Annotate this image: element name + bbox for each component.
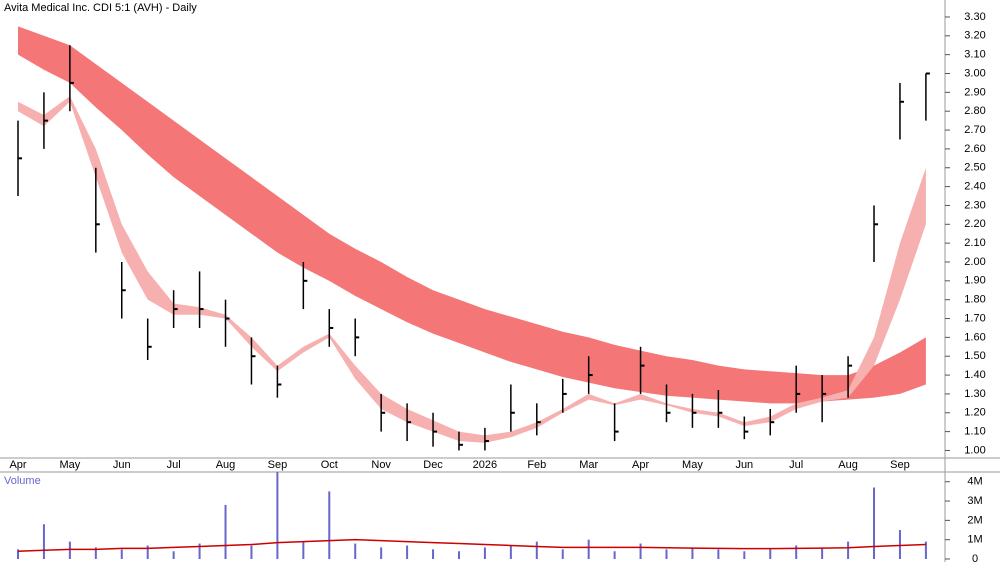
y-tick-label: 3.20 <box>964 30 985 42</box>
x-tick-label: 2026 <box>473 459 497 471</box>
volume-bar <box>587 539 590 559</box>
volume-bar <box>665 549 668 559</box>
volume-bar <box>328 491 331 559</box>
volume-title: Volume <box>4 475 41 487</box>
x-tick-label: May <box>682 459 703 471</box>
y-tick-label: 2.00 <box>964 256 985 268</box>
volume-bar <box>198 543 201 559</box>
x-tick-label: Apr <box>632 459 649 471</box>
volume-average <box>17 538 926 553</box>
y-tick-label: 1.60 <box>964 331 985 343</box>
y-tick-label: 1.40 <box>964 369 985 381</box>
x-tick-label: Jul <box>789 459 803 471</box>
y-tick-label: 1.30 <box>964 388 985 400</box>
x-tick-label: Dec <box>423 459 443 471</box>
x-tick-label: Jun <box>735 459 753 471</box>
volume-bar <box>432 549 435 559</box>
y-tick-label: 2.70 <box>964 124 985 136</box>
volume-bar <box>743 551 746 559</box>
band <box>18 26 926 404</box>
y-tick-label: 2M <box>967 514 982 526</box>
volume-bar <box>483 547 486 559</box>
x-tick-label: Nov <box>371 459 391 471</box>
x-tick-label: Feb <box>527 459 546 471</box>
y-tick-label: 1.10 <box>964 426 985 438</box>
volume-bar <box>406 545 409 559</box>
x-tick-label: Jun <box>113 459 131 471</box>
volume-bar <box>146 545 149 559</box>
volume-bar <box>717 549 720 559</box>
volume-bar <box>354 543 357 559</box>
volume-bar <box>94 547 97 559</box>
volume-bar <box>561 549 564 559</box>
y-tick-label: 1.90 <box>964 275 985 287</box>
x-tick-label: Jul <box>167 459 181 471</box>
volume-bar <box>457 551 460 559</box>
x-tick-label: Sep <box>268 459 288 471</box>
volume-bar <box>172 551 175 559</box>
y-tick-label: 4M <box>967 476 982 488</box>
volume-bar <box>639 543 642 559</box>
x-tick-label: Sep <box>890 459 910 471</box>
y-tick-label: 1.70 <box>964 312 985 324</box>
y-tick-label: 1M <box>967 534 982 546</box>
volume-bar <box>769 549 772 559</box>
volume-bar <box>795 545 798 559</box>
y-tick-label: 2.20 <box>964 218 985 230</box>
volume-bar <box>276 472 279 559</box>
x-tick-label: Mar <box>579 459 598 471</box>
plot-area <box>17 26 930 559</box>
volume-bar <box>120 549 123 559</box>
x-tick-label: Aug <box>216 459 236 471</box>
volume-bar <box>924 541 927 559</box>
x-tick-label: Apr <box>9 459 26 471</box>
y-tick-label: 2.30 <box>964 199 985 211</box>
y-tick-label: 3.10 <box>964 49 985 61</box>
y-tick-label: 2.90 <box>964 86 985 98</box>
y-tick-label: 3.00 <box>964 67 985 79</box>
volume-bar <box>250 545 253 559</box>
chart-title: Avita Medical Inc. CDI 5:1 (AVH) - Daily <box>4 2 197 14</box>
volume-bar <box>535 541 538 559</box>
volume-bar <box>898 530 901 559</box>
y-tick-label: 1.20 <box>964 407 985 419</box>
y-tick-label: 2.40 <box>964 180 985 192</box>
y-tick-label: 1.50 <box>964 350 985 362</box>
x-tick-label: May <box>59 459 80 471</box>
y-tick-label: 2.60 <box>964 143 985 155</box>
y-tick-label: 3.30 <box>964 11 985 23</box>
volume-bar <box>224 504 227 559</box>
x-tick-label: Oct <box>321 459 338 471</box>
volume-bar <box>691 547 694 559</box>
y-tick-label: 2.10 <box>964 237 985 249</box>
volume-bar <box>42 524 45 559</box>
volume-bar <box>68 541 71 559</box>
volume-bar <box>613 551 616 559</box>
volume-bar <box>873 487 876 559</box>
volume-bar <box>302 541 305 559</box>
y-tick-label: 0 <box>972 553 978 562</box>
y-tick-label: 3M <box>967 495 982 507</box>
volume-bar <box>17 549 19 559</box>
y-tick-label: 1.80 <box>964 294 985 306</box>
x-tick-label: Aug <box>838 459 858 471</box>
y-tick-label: 2.80 <box>964 105 985 117</box>
volume-bar <box>509 545 512 559</box>
volume-bar <box>847 541 850 559</box>
y-tick-label: 2.50 <box>964 162 985 174</box>
y-tick-label: 1.00 <box>964 444 985 456</box>
volume-bar <box>821 547 824 559</box>
volume-bar <box>380 547 383 559</box>
